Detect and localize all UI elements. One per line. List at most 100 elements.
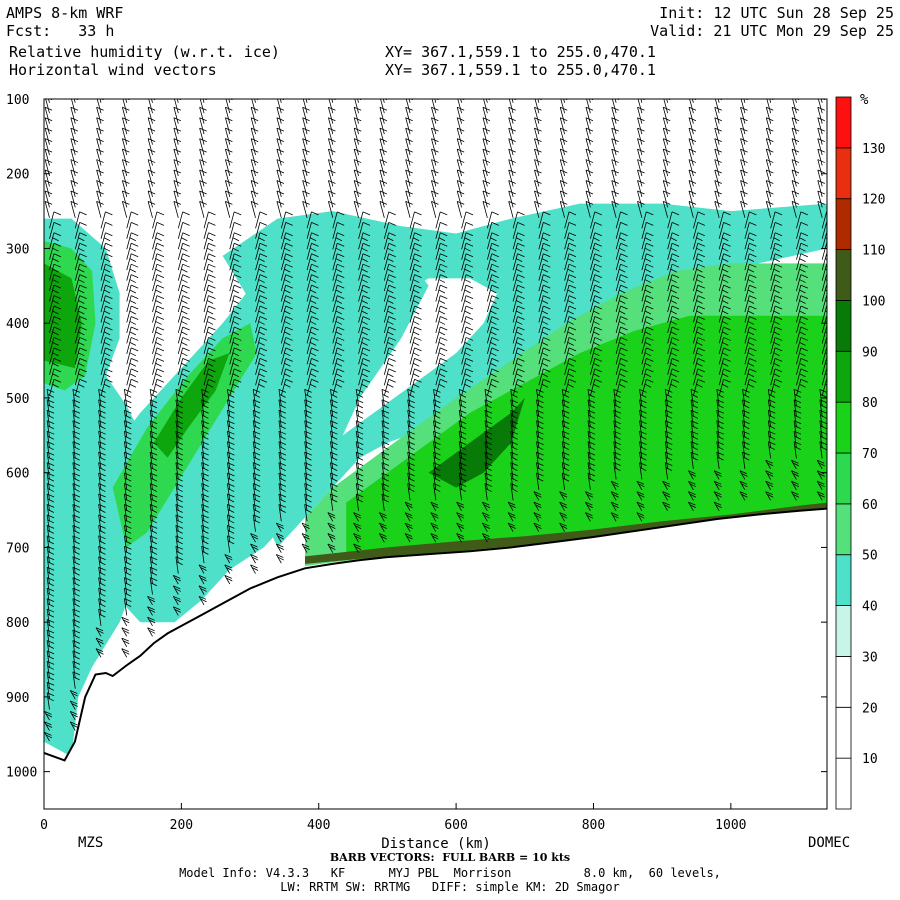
wind-barb [744, 232, 757, 250]
colorbar-label: 20 [862, 701, 878, 716]
wind-barb [484, 388, 493, 407]
wind-barb [561, 399, 570, 417]
wind-barb [72, 545, 81, 564]
wind-barb [409, 326, 422, 344]
wind-barb [791, 159, 800, 177]
wind-barb [821, 211, 827, 229]
wind-barb [46, 629, 55, 647]
wind-barb [589, 347, 602, 365]
wind-barb [172, 575, 181, 585]
wind-barb [796, 232, 808, 250]
wind-barb [306, 221, 319, 239]
wind-barb [744, 347, 757, 365]
wind-barb [641, 368, 654, 386]
wind-barb [330, 462, 338, 480]
wind-barb [328, 201, 336, 218]
y-tick-label: 900 [6, 691, 29, 706]
wind-barb [718, 242, 731, 260]
wind-barb [461, 368, 474, 386]
wind-barb [458, 388, 467, 407]
wind-barb [225, 190, 233, 208]
wind-barb [409, 284, 422, 302]
wind-barb [383, 326, 396, 344]
colorbar-label: 80 [862, 396, 878, 411]
rh-region-8 [346, 315, 827, 560]
wind-barb [564, 232, 577, 250]
wind-barb [611, 127, 619, 145]
wind-barb [276, 159, 285, 177]
wind-barb [126, 305, 139, 323]
colorbar-segment [835, 503, 852, 556]
wind-barb [486, 242, 499, 260]
wind-barb [512, 242, 525, 260]
wind-barb [302, 127, 310, 145]
wind-barb [328, 138, 336, 156]
wind-barb [383, 221, 396, 239]
wind-barb [304, 441, 312, 459]
colorbar-label: 10 [862, 752, 878, 767]
wind-barb [667, 378, 680, 396]
wind-barb [70, 106, 79, 124]
wind-barb [152, 221, 165, 239]
wind-barb [744, 368, 757, 386]
wind-barb [255, 221, 268, 239]
wind-barb [172, 606, 181, 616]
wind-barb [175, 504, 184, 522]
wind-barb [744, 305, 757, 323]
wind-barb [615, 274, 628, 292]
wind-barb [175, 441, 184, 459]
wind-barb [358, 347, 371, 365]
wind-barb [121, 637, 130, 648]
wind-barb [49, 337, 62, 354]
wind-barb [124, 514, 132, 532]
wind-barb [152, 284, 165, 302]
wind-barb [456, 533, 465, 543]
wind-barb [482, 522, 491, 532]
wind-barb [330, 483, 338, 501]
wind-barb [537, 99, 540, 103]
wind-barb [637, 169, 645, 187]
wind-barb [149, 566, 158, 585]
wind-barb [96, 169, 104, 187]
wind-barb [435, 221, 448, 239]
wind-barb [587, 399, 596, 417]
wind-barb [328, 117, 336, 135]
wind-barb [252, 441, 261, 459]
wind-barb [149, 430, 158, 449]
wind-barb [435, 295, 448, 313]
wind-barb [510, 483, 518, 501]
wind-barb [795, 99, 797, 103]
wind-barb [718, 305, 731, 323]
wind-barb [46, 535, 55, 553]
wind-barb [49, 274, 62, 292]
wind-barb [306, 232, 319, 250]
wind-barb [770, 242, 783, 260]
wind-barb [587, 451, 596, 470]
wind-barb [510, 472, 518, 490]
wind-barb [175, 483, 184, 501]
colorbar-label: 50 [862, 549, 878, 564]
wind-barb [229, 211, 242, 229]
wind-barb [796, 221, 808, 239]
wind-barb [796, 242, 808, 260]
wind-barb [667, 211, 680, 229]
wind-barb [203, 357, 216, 375]
wind-barb [49, 378, 62, 396]
y-tick-label: 400 [6, 317, 29, 332]
wind-barb [666, 99, 669, 103]
wind-barb [508, 180, 516, 198]
wind-barb [149, 545, 158, 564]
wind-barb [332, 347, 345, 365]
wind-barb [227, 388, 235, 407]
wind-barb [255, 232, 268, 250]
wind-barb [306, 378, 319, 396]
xy-range-2: XY= 367.1,559.1 to 255.0,470.1 [385, 61, 656, 79]
wind-barb [765, 480, 774, 491]
wind-barb [353, 127, 362, 145]
wind-barb [304, 451, 312, 470]
wind-barb [44, 169, 53, 187]
wind-barb [409, 357, 422, 375]
wind-barb [744, 378, 757, 396]
colorbar-segment [835, 147, 852, 200]
wind-barb [662, 190, 671, 208]
